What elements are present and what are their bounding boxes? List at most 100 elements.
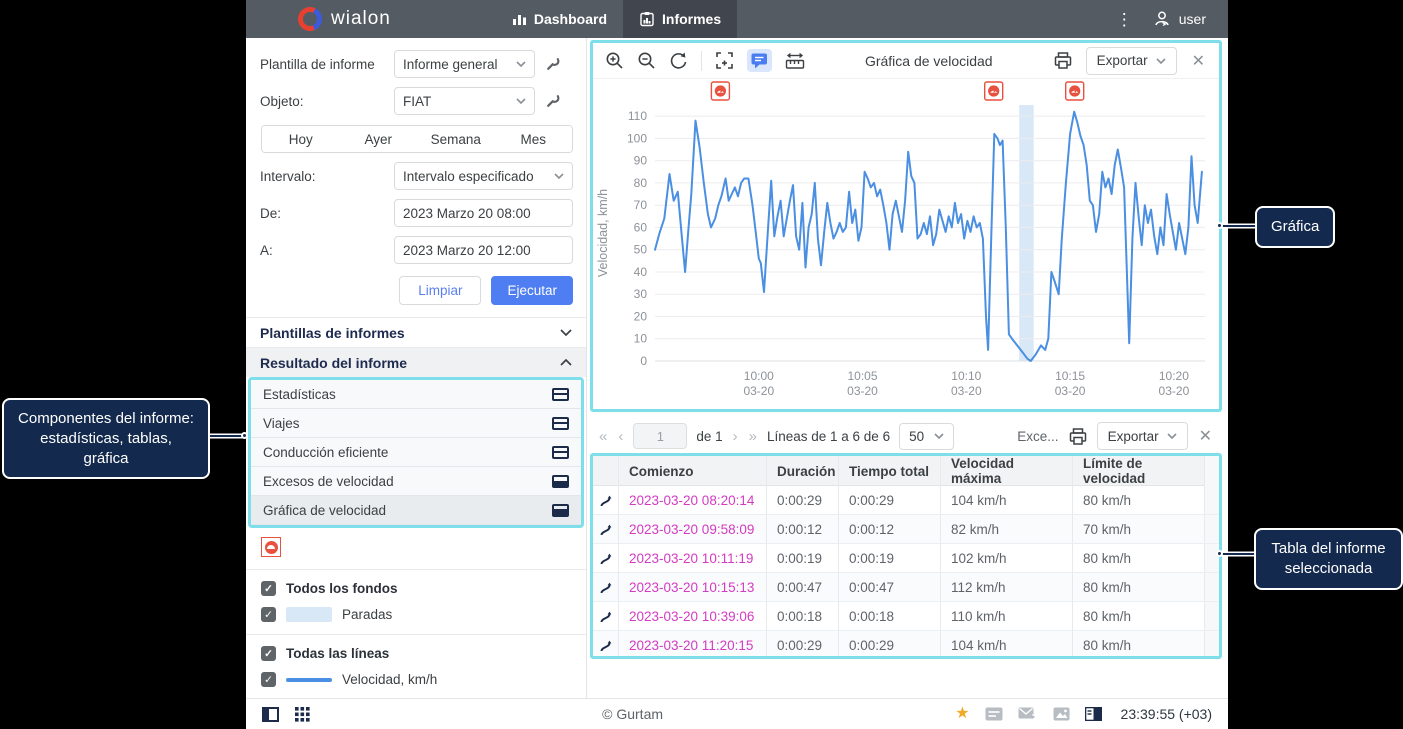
header-tiempo-total[interactable]: Tiempo total: [839, 456, 941, 486]
header-duracion[interactable]: Duración: [767, 456, 839, 486]
quick-range-button[interactable]: Semana: [417, 126, 495, 152]
cell-start[interactable]: 2023-03-20 08:20:14: [619, 486, 767, 514]
annotation-line-chart: [1221, 225, 1257, 227]
execute-button[interactable]: Ejecutar: [491, 276, 573, 305]
copyright[interactable]: © Gurtam: [310, 706, 955, 722]
route-icon[interactable]: [593, 515, 619, 543]
report-component-item[interactable]: Gráfica de velocidad: [251, 496, 581, 525]
table-row[interactable]: 2023-03-20 08:20:14 0:00:29 0:00:29 104 …: [593, 486, 1219, 515]
object-settings-wrench-icon[interactable]: [544, 93, 561, 110]
cell-start[interactable]: 2023-03-20 10:11:19: [619, 544, 767, 572]
split-view-icon[interactable]: [1085, 707, 1102, 721]
table-row[interactable]: 2023-03-20 10:39:06 0:00:18 0:00:18 110 …: [593, 602, 1219, 631]
notes-icon[interactable]: [985, 707, 1003, 721]
svg-text:50: 50: [634, 243, 648, 257]
next-page-button[interactable]: ›: [732, 428, 739, 445]
speedings-table: Comienzo Duración Tiempo total Velocidad…: [590, 453, 1222, 659]
tab-dashboard[interactable]: Dashboard: [496, 0, 623, 38]
cell-speed-limit: 80 km/h: [1073, 602, 1205, 630]
svg-text:10: 10: [634, 332, 648, 346]
template-settings-wrench-icon[interactable]: [544, 56, 561, 73]
to-date-input[interactable]: 2023 Marzo 20 12:00: [394, 236, 573, 264]
chevron-down-icon: [934, 433, 944, 439]
report-template-select[interactable]: Informe general: [394, 50, 535, 78]
route-icon[interactable]: [593, 573, 619, 601]
print-icon[interactable]: [1053, 51, 1073, 70]
chart-close-icon[interactable]: ✕: [1190, 51, 1207, 71]
all-backgrounds-checkbox[interactable]: ✓: [261, 581, 276, 596]
prev-page-button[interactable]: ‹: [617, 428, 624, 445]
from-date-input[interactable]: 2023 Marzo 20 08:00: [394, 199, 573, 227]
clear-button[interactable]: Limpiar: [399, 276, 481, 305]
chart-export-button[interactable]: Exportar: [1086, 47, 1177, 75]
table-row[interactable]: 2023-03-20 10:11:19 0:00:19 0:00:19 102 …: [593, 544, 1219, 573]
report-component-item[interactable]: Excesos de velocidad: [251, 467, 581, 496]
cell-speed-limit: 70 km/h: [1073, 515, 1205, 543]
zoom-out-icon[interactable]: [637, 51, 656, 70]
page-size-select[interactable]: 50: [899, 423, 954, 450]
brand[interactable]: wialon: [298, 7, 391, 31]
toggle-left-panel-icon[interactable]: [262, 707, 279, 722]
quick-range-button[interactable]: Mes: [495, 126, 573, 152]
route-icon[interactable]: [593, 544, 619, 572]
speed-chart-canvas[interactable]: 010203040506070809010011010:0003-2010:05…: [593, 79, 1219, 409]
zoom-in-icon[interactable]: [605, 51, 624, 70]
cell-start[interactable]: 2023-03-20 10:15:13: [619, 573, 767, 601]
component-type-icon: [552, 417, 569, 430]
report-sidebar: Plantilla de informe Informe general Obj…: [246, 38, 587, 698]
report-component-item[interactable]: Estadísticas: [251, 380, 581, 409]
tooltips-toggle-icon[interactable]: [747, 49, 772, 72]
report-component-item[interactable]: Conducción eficiente: [251, 438, 581, 467]
user-menu[interactable]: user: [1153, 10, 1206, 28]
image-icon[interactable]: [1053, 707, 1070, 721]
wialon-app: wialon Dashboard Informes ⋮: [246, 0, 1228, 729]
speed-chart-panel: Gráfica de velocidad Exportar ✕ 01020304…: [590, 40, 1222, 412]
chevron-down-icon: [560, 329, 572, 336]
tab-informes[interactable]: Informes: [623, 0, 737, 38]
reset-zoom-icon[interactable]: [669, 51, 688, 70]
kebab-menu-icon[interactable]: ⋮: [1116, 11, 1133, 28]
cell-start[interactable]: 2023-03-20 09:58:09: [619, 515, 767, 543]
fit-screen-icon[interactable]: [715, 51, 734, 70]
mail-icon[interactable]: [1018, 707, 1038, 722]
table-row[interactable]: 2023-03-20 10:15:13 0:00:47 0:00:47 112 …: [593, 573, 1219, 602]
cell-start[interactable]: 2023-03-20 11:20:15: [619, 631, 767, 659]
interval-label: Intervalo:: [260, 169, 394, 184]
report-component-item[interactable]: Viajes: [251, 409, 581, 438]
all-lines-checkbox[interactable]: ✓: [261, 646, 276, 661]
quick-range-button[interactable]: Hoy: [262, 126, 340, 152]
table-tab-label[interactable]: Exce...: [1017, 429, 1058, 444]
lines-range-label: Líneas de 1 a 6 de 6: [767, 429, 890, 444]
object-select[interactable]: FIAT: [394, 87, 535, 115]
speed-line-checkbox[interactable]: ✓: [261, 672, 276, 687]
cell-start[interactable]: 2023-03-20 10:39:06: [619, 602, 767, 630]
svg-text:90: 90: [634, 154, 648, 168]
ruler-icon[interactable]: [785, 52, 805, 70]
cell-duration: 0:00:29: [767, 486, 839, 514]
table-row[interactable]: 2023-03-20 11:20:15 0:00:29 0:00:29 104 …: [593, 631, 1219, 659]
stops-checkbox[interactable]: ✓: [261, 607, 276, 622]
quick-range-button[interactable]: Ayer: [340, 126, 418, 152]
page-number-input[interactable]: 1: [633, 423, 687, 449]
table-close-icon[interactable]: ✕: [1197, 426, 1214, 446]
top-navbar: wialon Dashboard Informes ⋮: [246, 0, 1228, 38]
apps-grid-icon[interactable]: [295, 707, 310, 722]
annotation-dot-chart: [1216, 222, 1223, 229]
table-row[interactable]: 2023-03-20 09:58:09 0:00:12 0:00:12 82 k…: [593, 515, 1219, 544]
section-report-templates[interactable]: Plantillas de informes: [246, 317, 586, 347]
header-velocidad-maxima[interactable]: Velocidad máxima: [941, 456, 1073, 486]
report-clipboard-icon: [639, 11, 655, 27]
header-comienzo[interactable]: Comienzo: [619, 456, 767, 486]
table-export-button[interactable]: Exportar: [1097, 422, 1188, 450]
chevron-down-icon: [516, 61, 526, 67]
section-report-result[interactable]: Resultado del informe: [246, 347, 586, 377]
header-limite[interactable]: Límite de velocidad: [1073, 456, 1205, 486]
last-page-button[interactable]: »: [748, 428, 758, 445]
first-page-button[interactable]: «: [598, 428, 608, 445]
route-icon[interactable]: [593, 631, 619, 659]
route-icon[interactable]: [593, 602, 619, 630]
favorites-star-icon[interactable]: ★: [955, 706, 969, 722]
interval-select[interactable]: Intervalo especificado: [394, 162, 573, 190]
route-icon[interactable]: [593, 486, 619, 514]
print-icon[interactable]: [1068, 427, 1088, 446]
